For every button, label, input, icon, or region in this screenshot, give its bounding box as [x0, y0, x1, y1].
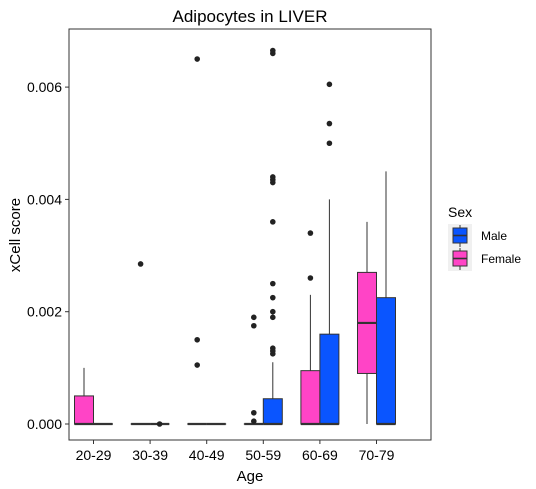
legend-label-male: Male	[481, 229, 507, 243]
box-male-50-59	[262, 398, 283, 425]
outlier-female-50-59-0	[251, 314, 257, 321]
x-tick-label-2: 40-49	[189, 447, 225, 463]
x-tick-label-5: 70-79	[359, 447, 395, 463]
x-tick-label-0: 20-29	[76, 447, 112, 463]
outlier-male-50-59-6	[270, 280, 276, 287]
outlier-male-30-39-0	[156, 421, 163, 427]
x-tick-label-1: 30-39	[132, 447, 168, 463]
outlier-female-30-39-0	[137, 261, 144, 267]
box-male-60-69	[319, 333, 340, 425]
outlier-female-40-49-2	[194, 362, 200, 368]
outlier-female-60-69-1	[307, 275, 314, 281]
legend: Sex Male Female	[448, 204, 521, 271]
outlier-female-60-69-0	[307, 230, 314, 236]
y-tick-label-0: 0.000	[27, 416, 62, 432]
legend-title: Sex	[448, 204, 472, 220]
chart-marks	[74, 47, 396, 427]
outlier-male-60-69-0	[326, 81, 333, 88]
outlier-male-50-59-1	[270, 50, 276, 57]
chart-axes: 0.000 0.002 0.004 0.006 20-29 30-39 40-49 50-59…	[27, 79, 395, 463]
box-female-60-69	[300, 370, 321, 425]
y-axis-title: xCell score	[7, 198, 24, 272]
outlier-female-50-59-3	[251, 418, 257, 424]
outlier-female-50-59-1	[251, 322, 257, 329]
x-tick-label-4: 60-69	[302, 447, 338, 463]
x-axis-title: Age	[237, 468, 264, 485]
x-tick-label-3: 50-59	[245, 447, 281, 463]
outlier-male-50-59-5	[270, 219, 276, 225]
outlier-female-50-59-2	[251, 409, 257, 416]
y-tick-label-2: 0.004	[27, 191, 62, 207]
outlier-female-40-49-1	[194, 336, 200, 343]
outlier-male-50-59-9	[270, 314, 276, 321]
box-female-20-29	[74, 395, 94, 425]
outlier-male-50-59-8	[270, 308, 276, 315]
outlier-male-50-59-4	[270, 179, 276, 186]
outlier-male-60-69-1	[326, 120, 333, 127]
chart-title: Adipocytes in LIVER	[173, 7, 328, 26]
outlier-male-50-59-12	[270, 351, 276, 357]
box-male-70-79	[376, 297, 396, 425]
legend-label-female: Female	[481, 252, 521, 266]
outlier-male-50-59-7	[270, 294, 276, 301]
outlier-male-60-69-2	[326, 140, 333, 147]
y-tick-label-1: 0.002	[27, 304, 62, 320]
y-tick-label-3: 0.006	[27, 79, 62, 95]
outlier-female-40-49-0	[194, 56, 200, 62]
